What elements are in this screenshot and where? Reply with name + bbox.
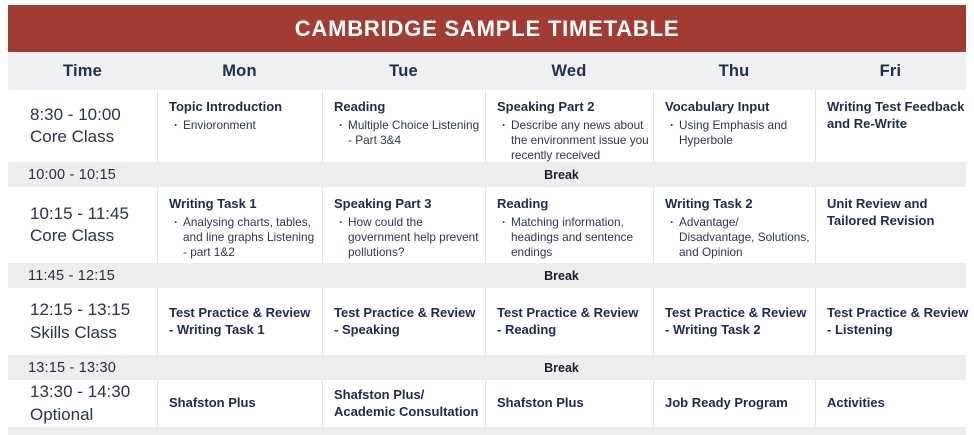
break-label: Break (544, 268, 579, 283)
column-header-fri: Fri (879, 61, 902, 80)
column-header-time: Time (62, 61, 102, 80)
cell-detail: How could the government help prevent po… (334, 215, 483, 260)
schedule-cell: Shafston Plus (485, 380, 653, 427)
cell-title: Test Practice & Review (827, 305, 969, 320)
schedule-cell: Topic Introduction Envioronment (157, 90, 322, 162)
column-header-mon: Mon (222, 61, 257, 80)
cell-title: Writing Test Feedback (827, 99, 965, 114)
time-range: 8:30 - 10:00 (30, 104, 121, 124)
cell-title: Test Practice & Review (334, 305, 476, 320)
cell-title: Writing Task 1 (169, 196, 257, 211)
cell-title: Speaking Part 3 (334, 196, 432, 211)
cell-title: Reading (334, 99, 386, 114)
cell-title-line2: - Speaking (334, 321, 400, 337)
timetable-row: 13:30 - 14:30 Optional Shafston Plus Sha… (8, 380, 966, 427)
schedule-cell: Test Practice & Review - Reading (485, 288, 653, 355)
schedule-cell: Vocabulary Input Using Emphasis and Hype… (653, 90, 815, 162)
schedule-cell: Reading Matching information, headings a… (485, 187, 653, 263)
schedule-cell: Test Practice & Review - Speaking (322, 288, 485, 355)
schedule-cell: Shafston Plus/ Academic Consultation (322, 380, 485, 427)
cell-detail: Envioronment (169, 118, 320, 133)
break-label: Break (544, 167, 579, 182)
cell-title: Speaking Part 2 (497, 99, 595, 114)
timetable: CAMBRIDGE SAMPLE TIMETABLE Time Mon Tue … (8, 5, 969, 435)
break-row: 13:15 - 13:30 Break (8, 355, 966, 380)
class-type: Optional (30, 404, 94, 424)
cell-title-line2: and Re-Write (827, 115, 907, 131)
schedule-cell: Unit Review and Tailored Revision (815, 187, 966, 263)
time-slot: 12:15 - 13:15 Skills Class (8, 288, 157, 355)
cell-detail: Advantage/ Disadvantage, Solutions, and … (665, 215, 813, 260)
schedule-cell: Speaking Part 3 How could the government… (322, 187, 485, 263)
time-range: 12:15 - 13:15 (30, 300, 131, 320)
cell-title: Shafston Plus/ (334, 387, 425, 402)
schedule-cell: Writing Test Feedback and Re-Write (815, 90, 966, 162)
cell-title: Job Ready Program (665, 395, 788, 411)
time-range: 13:30 - 14:30 (30, 382, 131, 402)
column-header-row: Time Mon Tue Wed Thu Fri (8, 52, 966, 90)
cell-title: Test Practice & Review (497, 305, 639, 320)
class-type: Core Class (30, 127, 115, 146)
cell-detail: Multiple Choice Listening - Part 3&4 (334, 118, 483, 148)
schedule-cell: Writing Task 2 Advantage/ Disadvantage, … (653, 187, 815, 263)
break-time: 11:45 - 12:15 (28, 267, 115, 284)
schedule-cell: Test Practice & Review - Listening (815, 288, 969, 355)
cell-title-line2: Academic Consultation (334, 403, 479, 419)
cell-title: Shafston Plus (169, 395, 256, 411)
cell-title: Test Practice & Review (169, 305, 311, 320)
cell-title-line2: - Reading (497, 321, 557, 337)
next-row-edge (8, 427, 966, 435)
time-range: 10:15 - 11:45 (30, 203, 129, 223)
schedule-cell: Test Practice & Review - Writing Task 2 (653, 288, 815, 355)
cell-title: Vocabulary Input (665, 99, 770, 114)
cell-title-line2: - Writing Task 2 (665, 321, 761, 337)
timetable-row: 10:15 - 11:45 Core Class Writing Task 1 … (8, 187, 966, 263)
break-time: 13:15 - 13:30 (28, 359, 117, 376)
cell-title: Unit Review and (827, 196, 928, 211)
cell-detail: Describe any news about the environment … (497, 118, 651, 163)
schedule-cell: Activities (815, 380, 966, 427)
break-time: 10:00 - 10:15 (28, 166, 117, 183)
time-slot: 13:30 - 14:30 Optional (8, 380, 157, 427)
schedule-cell: Reading Multiple Choice Listening - Part… (322, 90, 485, 162)
class-type: Core Class (30, 226, 115, 245)
cell-title-line2: - Writing Task 1 (169, 321, 265, 337)
time-slot: 8:30 - 10:00 Core Class (8, 90, 157, 162)
column-header-thu: Thu (718, 61, 750, 80)
schedule-cell: Writing Task 1 Analysing charts, tables,… (157, 187, 322, 263)
cell-title: Topic Introduction (169, 99, 283, 114)
column-header-tue: Tue (389, 61, 418, 80)
cell-title: Shafston Plus (497, 395, 584, 411)
column-header-wed: Wed (551, 61, 587, 80)
cell-title: Writing Task 2 (665, 196, 753, 211)
cell-title-line2: - Listening (827, 321, 893, 337)
cell-detail: Using Emphasis and Hyperbole (665, 118, 813, 148)
break-row: 11:45 - 12:15 Break (8, 263, 966, 288)
timetable-row: 8:30 - 10:00 Core Class Topic Introducti… (8, 90, 966, 162)
break-label: Break (544, 360, 579, 375)
banner: CAMBRIDGE SAMPLE TIMETABLE (8, 5, 966, 52)
cell-title: Activities (827, 395, 885, 411)
schedule-cell: Shafston Plus (157, 380, 322, 427)
cell-title-line2: Tailored Revision (827, 212, 935, 228)
schedule-cell: Speaking Part 2 Describe any news about … (485, 90, 653, 162)
class-type: Skills Class (30, 322, 117, 342)
cell-detail: Analysing charts, tables, and line graph… (169, 215, 320, 260)
time-slot: 10:15 - 11:45 Core Class (8, 187, 157, 263)
page-title: CAMBRIDGE SAMPLE TIMETABLE (294, 15, 680, 41)
break-row: 10:00 - 10:15 Break (8, 162, 966, 187)
cell-detail: Matching information, headings and sente… (497, 215, 651, 260)
timetable-row: 12:15 - 13:15 Skills Class Test Practice… (8, 288, 969, 355)
schedule-cell: Job Ready Program (653, 380, 815, 427)
cell-title: Test Practice & Review (665, 305, 807, 320)
cell-title: Reading (497, 196, 549, 211)
schedule-cell: Test Practice & Review - Writing Task 1 (157, 288, 322, 355)
